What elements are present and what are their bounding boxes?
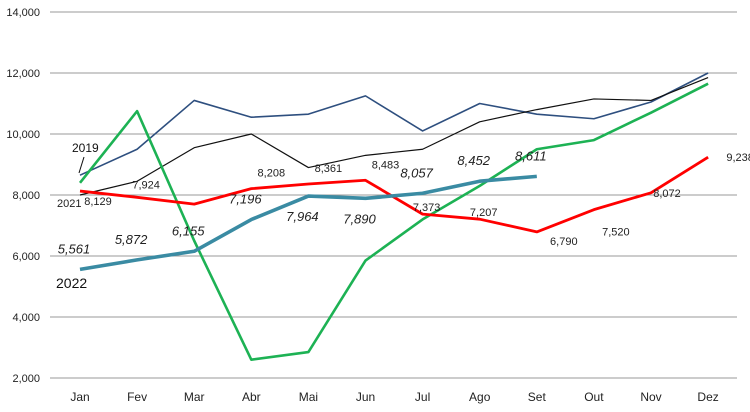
y-tick-label: 6,000 xyxy=(12,251,40,263)
data-label: 9,238 xyxy=(726,152,750,164)
x-tick-label: Fev xyxy=(127,390,147,404)
series-line-1 xyxy=(79,77,709,196)
data-label: 5,561 xyxy=(58,241,91,256)
y-tick-label: 8,000 xyxy=(12,190,40,202)
series-line-0 xyxy=(79,72,709,176)
legend-label-2021: 2021 xyxy=(57,198,81,210)
data-label: 8,129 xyxy=(84,196,112,208)
data-label: 8,057 xyxy=(400,165,433,180)
y-tick-label: 10,000 xyxy=(6,129,40,141)
x-tick-label: Abr xyxy=(242,390,261,404)
legend-label-2019: 2019 xyxy=(72,141,99,155)
y-tick-label: 2,000 xyxy=(12,373,40,385)
data-label: 7,890 xyxy=(343,211,376,226)
data-label: 5,872 xyxy=(115,232,148,247)
data-label: 7,964 xyxy=(286,209,319,224)
y-tick-label: 14,000 xyxy=(6,7,40,19)
data-label: 8,072 xyxy=(653,188,681,200)
legend-label-2022: 2022 xyxy=(56,275,87,291)
data-label: 7,207 xyxy=(470,207,498,219)
y-tick-label: 4,000 xyxy=(12,312,40,324)
data-label: 8,361 xyxy=(315,163,343,175)
x-tick-label: Nov xyxy=(640,390,661,404)
x-tick-label: Dez xyxy=(697,390,718,404)
x-tick-label: Jan xyxy=(70,390,89,404)
data-label: 7,196 xyxy=(229,192,262,207)
data-label: 8,208 xyxy=(258,168,286,180)
series-line-2 xyxy=(78,82,709,362)
data-label: 7,373 xyxy=(413,202,441,214)
x-tick-label: Set xyxy=(528,390,547,404)
data-label: 7,520 xyxy=(602,227,630,239)
data-label: 7,924 xyxy=(132,179,160,191)
data-label: 8,611 xyxy=(515,148,547,163)
x-tick-label: Mar xyxy=(184,390,205,404)
data-label: 8,483 xyxy=(372,159,400,171)
leader-line-2019 xyxy=(78,156,85,174)
data-label: 8,452 xyxy=(457,153,490,168)
x-tick-label: Out xyxy=(584,390,604,404)
x-tick-label: Jun xyxy=(356,390,375,404)
x-tick-label: Jul xyxy=(415,390,430,404)
y-tick-label: 12,000 xyxy=(6,68,40,80)
data-label: 6,155 xyxy=(172,223,205,238)
x-tick-label: Ago xyxy=(469,390,491,404)
x-tick-label: Mai xyxy=(299,390,318,404)
data-label: 6,790 xyxy=(550,236,578,248)
